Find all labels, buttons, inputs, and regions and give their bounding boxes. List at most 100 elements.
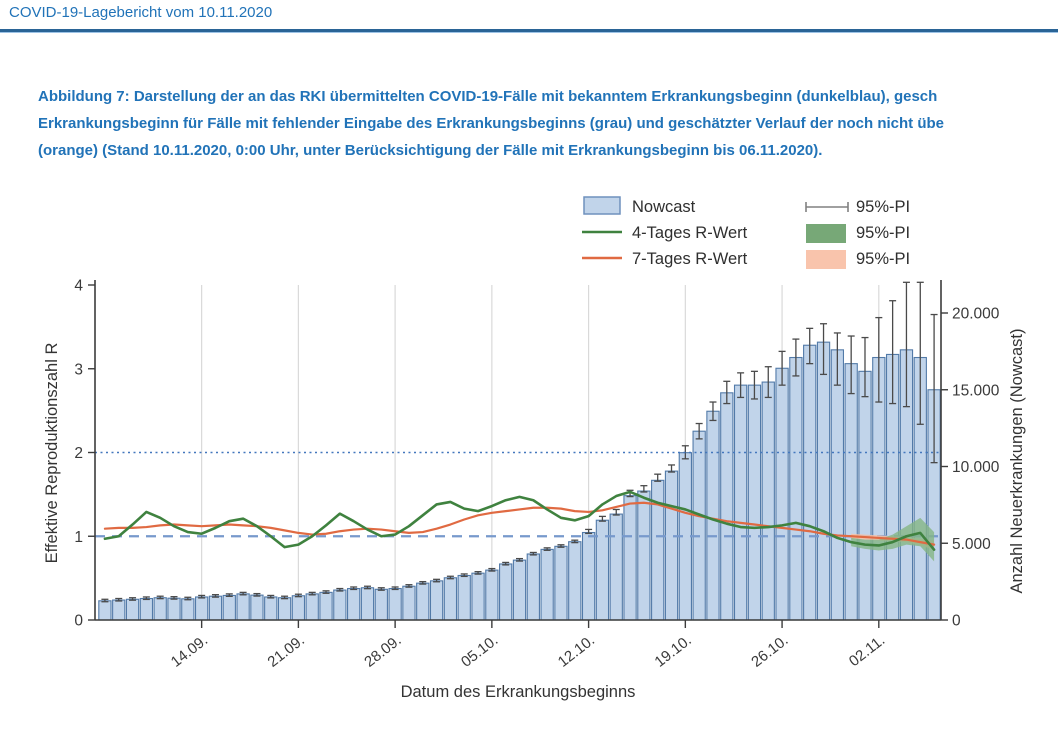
nowcast-errorbar bbox=[764, 366, 772, 399]
nowcast-errorbar bbox=[253, 592, 261, 597]
nowcast-bar bbox=[222, 594, 236, 621]
nowcast-errorbar bbox=[778, 350, 786, 386]
nowcast-bar bbox=[692, 430, 706, 621]
nowcast-errorbar bbox=[750, 370, 758, 400]
nowcast-bar bbox=[277, 597, 292, 621]
nowcast-errorbar bbox=[861, 336, 869, 398]
nowcast-errorbar bbox=[225, 593, 233, 598]
nowcast-bar bbox=[844, 363, 858, 621]
nowcast-bar bbox=[250, 594, 264, 621]
nowcast-errorbar bbox=[488, 567, 496, 572]
nowcast-errorbar bbox=[668, 464, 676, 473]
nowcast-bar bbox=[153, 597, 167, 621]
nowcast-errorbar bbox=[350, 586, 358, 591]
legend-label: 95%-PI bbox=[856, 224, 910, 242]
nowcast-errorbar bbox=[433, 578, 441, 583]
nowcast-errorbar bbox=[363, 585, 371, 590]
nowcast-errorbar bbox=[446, 575, 454, 580]
nowcast-bar bbox=[429, 580, 444, 621]
nowcast-errorbar bbox=[612, 508, 620, 516]
y-left-tick-label: 4 bbox=[74, 278, 83, 295]
nowcast-errorbar bbox=[294, 593, 302, 598]
legend-label: Nowcast bbox=[632, 198, 696, 216]
nowcast-bar bbox=[457, 574, 471, 621]
nowcast-errorbar bbox=[598, 515, 606, 522]
x-tick-label: 12.10. bbox=[555, 632, 598, 671]
nowcast-errorbar bbox=[239, 591, 247, 596]
figure-caption-line-3: (orange) (Stand 10.11.2020, 0:00 Uhr, un… bbox=[38, 142, 823, 159]
nowcast-bar bbox=[98, 600, 112, 621]
nowcast-bar bbox=[512, 559, 527, 621]
x-tick-label: 19.10. bbox=[651, 632, 694, 671]
nowcast-bar bbox=[789, 356, 803, 621]
nowcast-errorbar bbox=[792, 338, 800, 377]
nowcast-bar bbox=[347, 587, 361, 621]
x-tick-label: 02.11. bbox=[846, 632, 888, 670]
nowcast-errorbar bbox=[640, 485, 648, 493]
legend-r4-band-swatch bbox=[806, 224, 846, 243]
nowcast-errorbar bbox=[916, 281, 924, 425]
nowcast-errorbar bbox=[474, 570, 482, 575]
y-right-tick-label: 0 bbox=[952, 613, 961, 630]
r4-line bbox=[103, 490, 936, 551]
y-axis-right-title: Anzahl Neuerkrankungen (Nowcast) bbox=[1008, 328, 1026, 593]
nowcast-chart: 0 1 2 3 4 0 5.000 10.000 15.000 20.000 14.09. 21.09… bbox=[43, 196, 1026, 701]
nowcast-errorbar bbox=[336, 587, 344, 592]
figure-caption-line-1: Abbildung 7: Darstellung der an das RKI … bbox=[38, 88, 938, 105]
nowcast-errorbar bbox=[806, 327, 814, 365]
nowcast-bar bbox=[664, 470, 679, 621]
nowcast-bar bbox=[858, 370, 872, 621]
nowcast-bar bbox=[609, 513, 623, 621]
nowcast-errorbar bbox=[405, 584, 413, 588]
legend-r7-band-swatch bbox=[806, 250, 846, 269]
r7-line bbox=[103, 501, 936, 546]
nowcast-bar bbox=[443, 577, 458, 621]
nowcast-bar bbox=[526, 553, 540, 621]
x-tick-label: 26.10. bbox=[748, 632, 791, 671]
legend-label: 95%-PI bbox=[856, 198, 910, 216]
nowcast-errorbar bbox=[833, 332, 841, 386]
legend-label: 4-Tages R-Wert bbox=[632, 224, 748, 242]
nowcast-bar bbox=[112, 599, 126, 621]
nowcast-errorbar bbox=[737, 372, 745, 399]
y-right-tick-label: 5.000 bbox=[952, 536, 991, 553]
y-left-tick-label: 3 bbox=[74, 361, 83, 378]
y-right-tick-label: 10.000 bbox=[952, 459, 1000, 476]
nowcast-bar bbox=[637, 490, 651, 621]
nowcast-errorbar bbox=[211, 594, 219, 598]
x-tick-label: 05.10. bbox=[458, 632, 501, 671]
legend-label: 7-Tages R-Wert bbox=[632, 250, 748, 268]
nowcast-errorbar bbox=[889, 300, 897, 405]
nowcast-bar bbox=[139, 597, 154, 621]
nowcast-bar bbox=[208, 595, 223, 621]
header-rule bbox=[0, 29, 1058, 33]
nowcast-bar bbox=[305, 593, 319, 621]
nowcast-errorbar bbox=[129, 597, 137, 601]
nowcast-errorbar bbox=[585, 528, 593, 535]
y-left-tick-label: 2 bbox=[74, 445, 83, 462]
nowcast-bar bbox=[319, 591, 333, 621]
nowcast-errorbar bbox=[847, 335, 855, 395]
nowcast-bar bbox=[236, 593, 250, 621]
nowcast-errorbar bbox=[543, 547, 551, 551]
nowcast-errorbar bbox=[502, 561, 510, 566]
nowcast-errorbar bbox=[156, 595, 164, 600]
nowcast-errorbar bbox=[820, 323, 828, 376]
nowcast-errorbar bbox=[267, 594, 275, 599]
nowcast-errorbar bbox=[115, 597, 123, 602]
nowcast-bar bbox=[360, 587, 375, 621]
nowcast-errorbar bbox=[930, 313, 938, 464]
legend-errorbar-swatch bbox=[805, 202, 849, 212]
nowcast-bar bbox=[264, 596, 278, 621]
nowcast-bar bbox=[775, 367, 789, 621]
nowcast-errorbar bbox=[516, 557, 523, 562]
report-header: COVID-19-Lagebericht vom 10.11.2020 bbox=[9, 4, 273, 21]
nowcast-bar bbox=[540, 548, 554, 621]
nowcast-bar bbox=[125, 598, 140, 621]
nowcast-errorbar bbox=[529, 551, 537, 556]
y-right-tick-label: 20.000 bbox=[952, 306, 1000, 323]
nowcast-bar bbox=[623, 495, 637, 621]
nowcast-bar bbox=[402, 585, 416, 621]
x-tick-label: 21.09. bbox=[265, 632, 308, 671]
